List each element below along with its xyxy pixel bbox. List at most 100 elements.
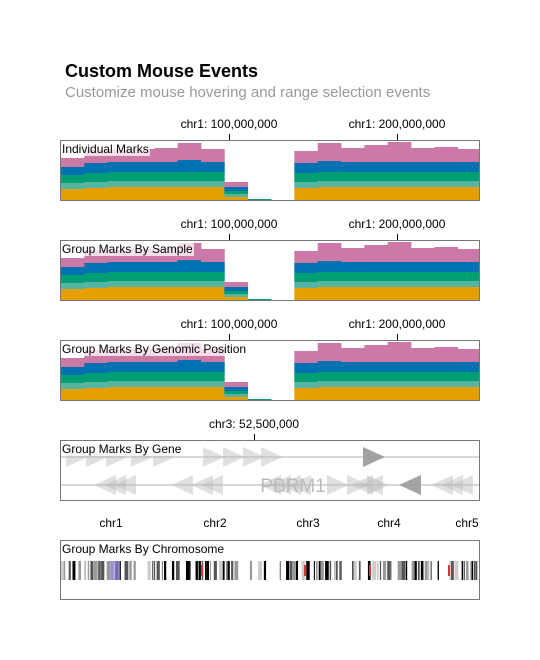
- ideogram-band: [198, 561, 201, 580]
- bar-segment-teal: [224, 194, 249, 197]
- ideogram-band: [90, 561, 94, 580]
- ideogram-band: [231, 561, 234, 580]
- group-marks-by-sample-track[interactable]: Group Marks By Sample: [60, 240, 480, 301]
- bar-segment-pink: [317, 343, 342, 361]
- bar-segment-orange: [107, 187, 132, 200]
- bar-segment-blue: [61, 367, 85, 375]
- group-marks-by-gene-track[interactable]: Group Marks By Gene PBRM1: [60, 440, 480, 501]
- stacked-bar-chart[interactable]: [61, 141, 480, 201]
- ideogram-band: [454, 561, 459, 580]
- bar-segment-orange: [411, 187, 435, 200]
- bar-segment-green: [317, 372, 342, 381]
- bar-segment-teal: [107, 181, 132, 187]
- ideogram-band: [164, 561, 167, 580]
- bar-segment-green: [177, 172, 202, 181]
- stacked-bar-chart[interactable]: [61, 341, 480, 401]
- bar-segment-orange: [201, 287, 225, 300]
- bar-segment-orange: [154, 187, 179, 200]
- gene-arrow: [243, 447, 265, 467]
- bar-segment-blue: [107, 162, 132, 172]
- bar-segment-teal: [411, 381, 435, 387]
- individual-marks-track[interactable]: Individual Marks: [60, 140, 480, 201]
- bar-segment-green: [224, 391, 249, 394]
- ideogram-band: [63, 561, 66, 580]
- ideogram[interactable]: [61, 541, 480, 600]
- ideogram-band: [295, 561, 298, 580]
- ideogram-band: [401, 561, 406, 580]
- bar-segment-green: [84, 273, 109, 282]
- ideogram-band: [204, 561, 207, 580]
- gene-arrow: [351, 475, 373, 495]
- group-marks-by-chromosome-track[interactable]: Group Marks By Chromosome: [60, 540, 480, 600]
- bar-segment-teal: [177, 381, 202, 387]
- bar-segment-pink: [201, 149, 225, 162]
- bar-segment-green: [294, 273, 319, 282]
- gene-arrow: [361, 475, 383, 495]
- bar-segment-orange: [177, 287, 202, 300]
- bar-segment-green: [457, 172, 479, 181]
- axis-tick: [397, 134, 398, 140]
- axis-tick-label: chr1: 100,000,000: [180, 317, 278, 331]
- bar-segment-blue: [177, 160, 202, 172]
- bar-segment-blue: [434, 262, 459, 272]
- ideogram-band: [382, 561, 387, 580]
- axis-tick-label: chr1: 200,000,000: [348, 217, 446, 231]
- bar-segment-green: [61, 175, 85, 183]
- bar-segment-blue: [131, 362, 155, 372]
- ideogram-band: [306, 561, 310, 580]
- bar-segment-orange: [61, 189, 85, 200]
- bar-segment-blue: [177, 360, 202, 372]
- bar-segment-green: [411, 172, 435, 181]
- bar-segment-green: [387, 272, 412, 281]
- track-title: Group Marks By Genomic Position: [61, 341, 248, 356]
- ideogram-band: [451, 561, 454, 580]
- bar-segment-green: [341, 172, 365, 181]
- bar-segment-orange: [131, 187, 155, 200]
- ideogram-band: [461, 561, 464, 580]
- bar-segment-teal: [364, 181, 389, 187]
- group-marks-by-genomic-position-track[interactable]: Group Marks By Genomic Position: [60, 340, 480, 401]
- bar-segment-teal: [84, 182, 109, 188]
- ideogram-band: [93, 561, 98, 580]
- bar-segment-green: [201, 272, 225, 281]
- bar-segment-green: [457, 372, 479, 381]
- ideogram-band: [397, 561, 402, 580]
- bar-segment-teal: [294, 282, 319, 288]
- bar-segment-orange: [84, 288, 109, 300]
- bar-segment-teal: [84, 382, 109, 388]
- ideogram-band: [320, 561, 324, 580]
- ideogram-band: [206, 561, 209, 580]
- bar-segment-teal: [154, 381, 179, 387]
- bar-segment-blue: [387, 362, 412, 372]
- bar-segment-orange: [107, 287, 132, 300]
- gene-arrow: [347, 475, 369, 495]
- bar-segment-blue: [154, 162, 179, 172]
- ideogram-band: [156, 561, 160, 580]
- bar-segment-orange: [224, 197, 249, 200]
- ideogram-selection: [110, 561, 120, 580]
- bar-segment-pink: [224, 282, 249, 287]
- ideogram-band: [475, 561, 478, 580]
- bar-segment-blue: [177, 260, 202, 272]
- bar-segment-blue: [154, 262, 179, 272]
- ideogram-band: [329, 561, 332, 580]
- bar-segment-teal: [317, 381, 342, 387]
- bar-segment-green: [224, 291, 249, 294]
- bar-segment-blue: [294, 363, 319, 373]
- bar-segment-green: [387, 172, 412, 181]
- ideogram-band: [84, 561, 86, 580]
- bar-segment-blue: [84, 163, 109, 173]
- bar-segment-green: [107, 372, 132, 381]
- ideogram-band: [376, 561, 379, 580]
- gene-arrow: [201, 475, 223, 495]
- stacked-bar-chart[interactable]: [61, 241, 480, 301]
- gene-arrow: [261, 447, 283, 467]
- ideogram-band: [353, 561, 357, 580]
- ideogram-band: [289, 561, 292, 580]
- bar-segment-green: [434, 272, 459, 281]
- bar-segment-blue: [201, 262, 225, 272]
- bar-segment-green: [177, 372, 202, 381]
- bar-segment-green: [341, 372, 365, 381]
- ideogram-band: [352, 561, 354, 580]
- bar-segment-blue: [387, 162, 412, 172]
